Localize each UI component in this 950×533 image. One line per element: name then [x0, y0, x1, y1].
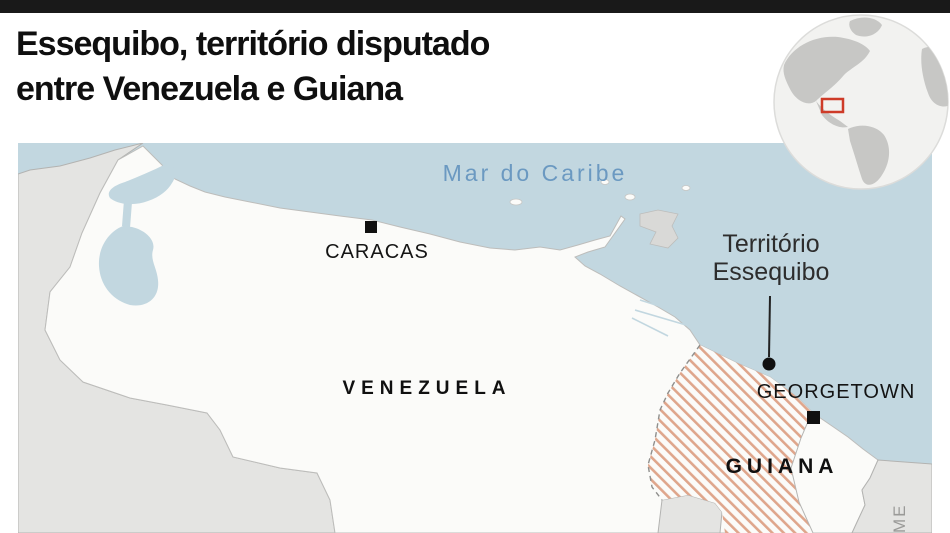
globe-highlight-rectangle: [820, 97, 845, 114]
lake-maracaibo: [98, 226, 159, 306]
essequibo-west-dashed-border: [647, 344, 701, 501]
main-map: [18, 143, 932, 533]
territory-essequibo-label: Território Essequibo: [685, 230, 857, 286]
title-line-2: entre Venezuela e Guiana: [16, 70, 403, 108]
essequibo-territory-hatch: [648, 345, 813, 533]
essequibo-east-border: [790, 411, 814, 533]
gulf-of-venezuela: [108, 163, 176, 205]
globe-south-america: [848, 125, 890, 185]
territory-label-line-1: Território: [722, 230, 820, 258]
globe-central-america: [816, 101, 848, 128]
trinidad-island: [639, 209, 679, 249]
venezuela-label: VENEZUELA: [342, 378, 512, 399]
page-title: Essequibo, território disputado entre Ve…: [16, 22, 756, 112]
delta-river-2: [634, 309, 687, 326]
caracas-label: CARACAS: [325, 241, 429, 263]
top-black-bar: [0, 0, 950, 13]
georgetown-label: GEORGETOWN: [756, 381, 916, 403]
islet: [681, 185, 691, 191]
islet: [509, 198, 523, 206]
globe-greenland: [849, 17, 882, 37]
islet: [624, 193, 636, 201]
caracas-marker: [365, 221, 377, 233]
territory-label-line-2: Essequibo: [712, 258, 830, 286]
territory-pointer-dot: [762, 357, 776, 371]
islet: [600, 179, 610, 185]
territory-pointer-line: [768, 295, 771, 358]
suriname-label-partial: ME: [890, 503, 909, 533]
georgetown-marker: [807, 411, 820, 424]
globe-inset: [773, 14, 949, 190]
delta-river-1: [639, 299, 679, 313]
delta-river-3: [631, 317, 669, 337]
title-line-1: Essequibo, território disputado: [16, 25, 490, 63]
maracaibo-channel: [122, 200, 132, 228]
suriname-landmass: [851, 459, 932, 533]
sea-label: Mar do Caribe: [442, 160, 628, 186]
guiana-label: GUIANA: [725, 455, 839, 478]
globe-north-america: [783, 36, 870, 104]
